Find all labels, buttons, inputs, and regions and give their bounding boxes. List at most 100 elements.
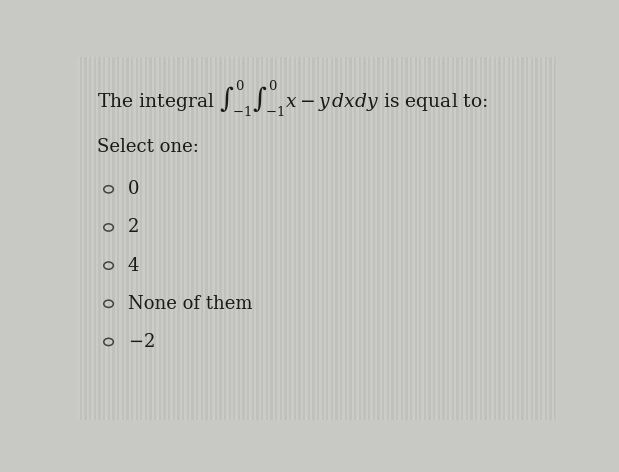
Bar (263, 57, 266, 420)
Bar (349, 57, 352, 420)
Bar (129, 57, 131, 420)
Bar (428, 57, 431, 420)
Bar (354, 57, 357, 420)
Bar (145, 57, 147, 420)
Bar (147, 57, 149, 420)
Bar (259, 57, 261, 420)
Bar (489, 57, 491, 420)
Bar (101, 57, 103, 420)
Bar (475, 57, 477, 420)
Bar (549, 57, 552, 420)
Bar (163, 57, 166, 420)
Bar (326, 57, 329, 420)
Bar (424, 57, 426, 420)
Bar (138, 57, 140, 420)
Text: None of them: None of them (128, 295, 253, 313)
Bar (310, 57, 312, 420)
Bar (454, 57, 456, 420)
Bar (233, 57, 235, 420)
Bar (180, 57, 182, 420)
Bar (487, 57, 489, 420)
Bar (87, 57, 89, 420)
Bar (149, 57, 152, 420)
Bar (168, 57, 170, 420)
Bar (108, 57, 110, 420)
Bar (373, 57, 375, 420)
Bar (407, 57, 410, 420)
Bar (324, 57, 326, 420)
Bar (115, 57, 117, 420)
Bar (203, 57, 206, 420)
Bar (243, 57, 245, 420)
Bar (301, 57, 303, 420)
Bar (526, 57, 529, 420)
Bar (219, 57, 222, 420)
Bar (412, 57, 415, 420)
Bar (473, 57, 475, 420)
Bar (207, 57, 210, 420)
Bar (110, 57, 112, 420)
Bar (405, 57, 407, 420)
Bar (292, 57, 293, 420)
Bar (121, 57, 124, 420)
Bar (92, 57, 93, 420)
Bar (533, 57, 535, 420)
Bar (252, 57, 254, 420)
Bar (391, 57, 394, 420)
Bar (210, 57, 212, 420)
Bar (440, 57, 443, 420)
Bar (403, 57, 405, 420)
Bar (305, 57, 308, 420)
Text: The integral $\int_{-1}^{0} \int_{-1}^{0} x - y \, dxdy$ is equal to:: The integral $\int_{-1}^{0} \int_{-1}^{0… (97, 78, 488, 118)
Bar (375, 57, 378, 420)
Bar (321, 57, 324, 420)
Bar (277, 57, 280, 420)
Bar (161, 57, 163, 420)
Bar (173, 57, 175, 420)
Bar (417, 57, 419, 420)
Text: 4: 4 (128, 257, 139, 275)
Bar (482, 57, 484, 420)
Bar (191, 57, 194, 420)
Bar (198, 57, 201, 420)
Bar (157, 57, 158, 420)
Bar (331, 57, 333, 420)
Bar (538, 57, 540, 420)
Bar (228, 57, 231, 420)
Bar (89, 57, 92, 420)
Bar (419, 57, 422, 420)
Bar (254, 57, 256, 420)
Bar (231, 57, 233, 420)
Bar (271, 57, 273, 420)
Text: $-2$: $-2$ (128, 333, 155, 351)
Bar (84, 57, 87, 420)
Bar (103, 57, 105, 420)
Bar (524, 57, 526, 420)
Bar (433, 57, 435, 420)
Bar (461, 57, 464, 420)
Bar (124, 57, 126, 420)
Bar (503, 57, 505, 420)
Bar (261, 57, 263, 420)
Bar (224, 57, 226, 420)
Bar (335, 57, 338, 420)
Bar (379, 57, 382, 420)
Bar (182, 57, 184, 420)
Bar (435, 57, 438, 420)
Bar (126, 57, 129, 420)
Bar (268, 57, 271, 420)
Bar (235, 57, 238, 420)
Bar (152, 57, 154, 420)
Bar (517, 57, 519, 420)
Bar (329, 57, 331, 420)
Bar (140, 57, 142, 420)
Bar (459, 57, 461, 420)
Bar (319, 57, 321, 420)
Bar (275, 57, 277, 420)
Bar (98, 57, 101, 420)
Bar (452, 57, 454, 420)
Bar (293, 57, 296, 420)
Bar (556, 57, 559, 420)
Bar (366, 57, 368, 420)
Bar (545, 57, 547, 420)
